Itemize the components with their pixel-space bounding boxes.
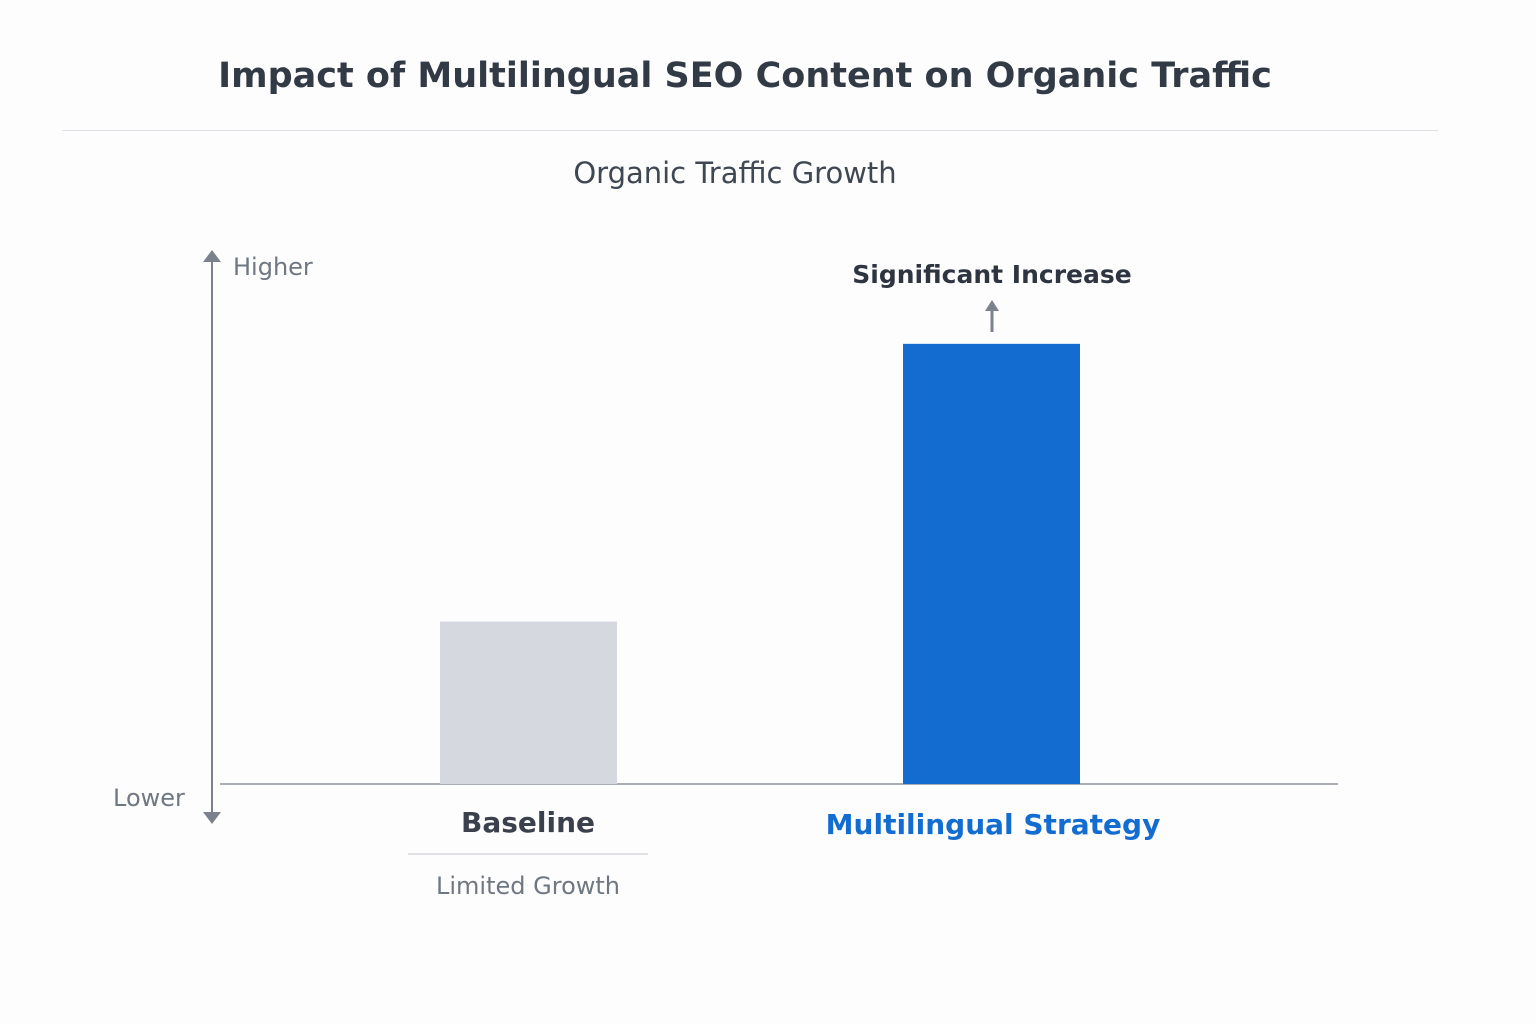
category-label-multilingual-strategy: Multilingual Strategy bbox=[825, 808, 1161, 841]
y-axis-label-higher: Higher bbox=[233, 253, 313, 281]
bar-multilingual-strategy bbox=[903, 343, 1080, 784]
increase-arrow-icon bbox=[985, 300, 999, 311]
significant-increase-annotation: Significant Increase bbox=[852, 260, 1132, 289]
y-axis-down-arrow-icon bbox=[203, 812, 221, 824]
y-axis-label-lower: Lower bbox=[113, 784, 185, 812]
limited-growth-annotation: Limited Growth bbox=[436, 872, 620, 900]
page-title: Impact of Multilingual SEO Content on Or… bbox=[218, 56, 1272, 96]
category-label-baseline: Baseline bbox=[460, 806, 595, 839]
title-divider bbox=[62, 130, 1438, 131]
y-axis bbox=[203, 250, 221, 824]
y-axis-up-arrow-icon bbox=[203, 250, 221, 262]
chart-title: Organic Traffic Growth bbox=[573, 156, 897, 190]
bar-baseline bbox=[440, 621, 617, 784]
